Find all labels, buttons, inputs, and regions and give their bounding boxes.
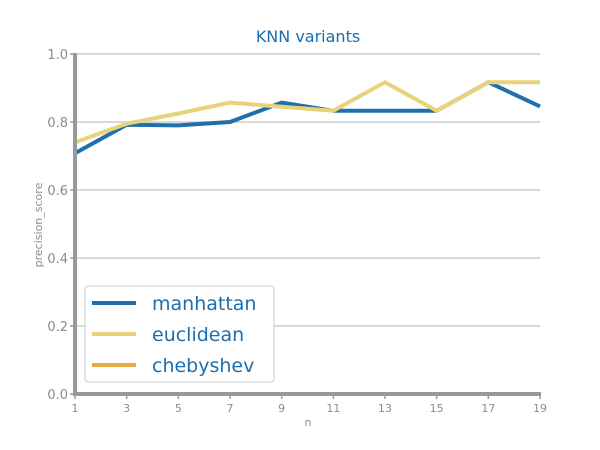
y-axis-label: precision_score [32, 182, 45, 267]
series-lines [74, 80, 541, 156]
x-tick-label: 19 [533, 402, 547, 415]
x-tick-label: 3 [123, 402, 130, 415]
grid [75, 53, 540, 327]
legend-label-manhattan: manhattan [152, 293, 256, 315]
series-line-euclidean [74, 80, 540, 145]
legend-label-euclidean: euclidean [152, 324, 244, 346]
axes [73, 53, 541, 396]
y-tick-label: 0.0 [47, 388, 68, 403]
chart-title: KNN variants [256, 27, 360, 46]
y-tick-label: 0.6 [47, 184, 68, 199]
x-tick-labels: 1 3 5 7 9 11 13 15 17 19 [72, 394, 547, 415]
x-tick-label: 15 [430, 402, 444, 415]
legend-box [84, 285, 275, 383]
y-tick-label: 0.2 [47, 320, 68, 335]
y-tick-label: 0.8 [47, 116, 68, 131]
x-tick-label: 1 [72, 402, 79, 415]
x-axis-label: n [305, 416, 312, 429]
x-tick-label: 9 [278, 402, 285, 415]
legend: manhattan euclidean chebyshev [84, 285, 275, 383]
y-tick-labels: 0.0 0.2 0.4 0.6 0.8 1.0 [47, 48, 75, 403]
y-tick-label: 0.4 [47, 252, 68, 267]
x-tick-label: 13 [378, 402, 392, 415]
x-tick-label: 17 [481, 402, 495, 415]
x-tick-label: 11 [326, 402, 340, 415]
x-tick-label: 5 [175, 402, 182, 415]
y-tick-label: 1.0 [47, 48, 68, 63]
legend-label-chebyshev: chebyshev [152, 355, 254, 377]
x-tick-label: 7 [227, 402, 234, 415]
